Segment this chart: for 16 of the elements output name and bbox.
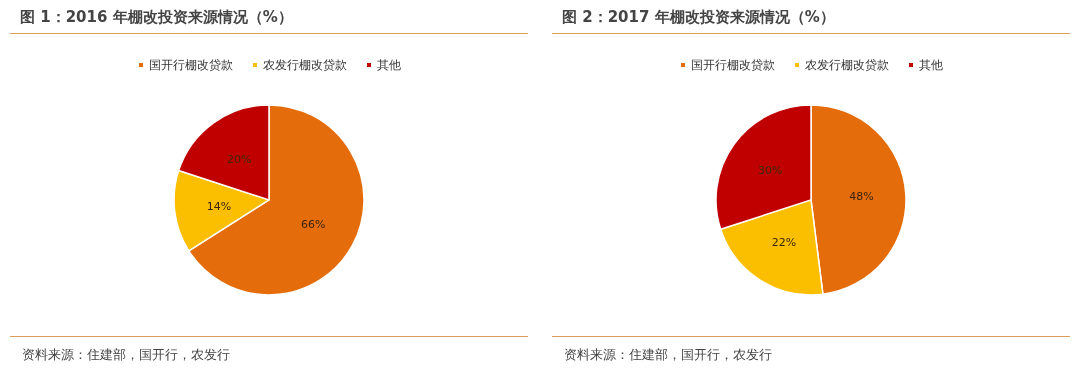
- text: 资料来源：住建部，国开行，农发行: [22, 347, 230, 362]
- data-label: 66%: [301, 217, 326, 231]
- data-label: 30%: [757, 163, 783, 177]
- data-label: 22%: [771, 236, 797, 250]
- legend-label: 农发行棚改贷款: [263, 58, 347, 72]
- chart-title: 图 2：2017 年棚改投资来源情况（%）: [552, 0, 1070, 34]
- text: 资料来源：住建部，国开行，农发行: [564, 347, 772, 362]
- data-label: 14%: [206, 199, 232, 213]
- legend-label: 农发行棚改贷款: [805, 58, 889, 72]
- data-label: 48%: [849, 190, 874, 204]
- legend-label: 国开行棚改贷款: [691, 58, 775, 72]
- legend-label: 其他: [919, 58, 943, 72]
- legend-label: 其他: [377, 58, 401, 72]
- chart-title: 图 1：2016 年棚改投资来源情况（%）: [10, 0, 528, 34]
- data-label: 20%: [227, 152, 252, 166]
- legend-label: 国开行棚改贷款: [149, 58, 233, 72]
